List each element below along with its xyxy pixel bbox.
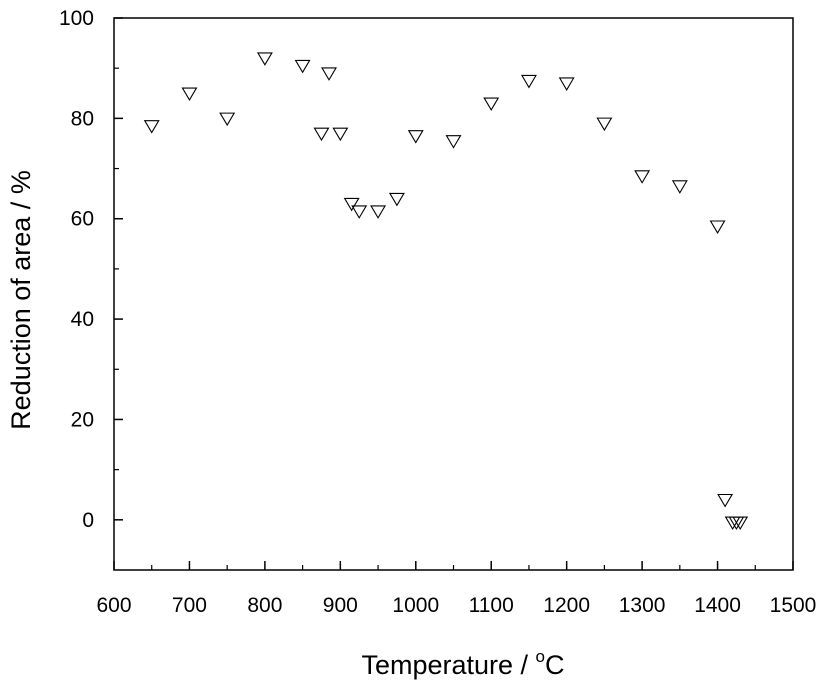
- data-point-marker: [445, 135, 462, 149]
- data-markers: [143, 52, 749, 531]
- data-point-marker: [732, 516, 749, 531]
- data-point-marker: [520, 74, 537, 89]
- data-point-marker: [407, 130, 424, 144]
- x-tick-label: 1300: [619, 594, 666, 617]
- y-tick-label: 100: [59, 7, 94, 30]
- x-tick-label: 1200: [543, 594, 590, 617]
- x-tick-label: 1400: [694, 594, 741, 617]
- data-point-marker: [351, 205, 368, 219]
- axis-ticks: [113, 17, 794, 570]
- data-point-marker: [313, 127, 330, 142]
- y-tick-label: 80: [71, 107, 94, 130]
- data-point-marker: [709, 220, 726, 234]
- data-point-marker: [181, 87, 198, 102]
- data-point-marker: [143, 120, 160, 134]
- x-tick-label: 1000: [392, 594, 439, 617]
- x-tick-label: 1500: [770, 594, 817, 617]
- tick-labels: 600 700 800 900 1000 1100 1200 1300 1400 1500 0 20 4…: [59, 7, 816, 617]
- data-point-marker: [634, 170, 651, 184]
- data-point-marker: [332, 127, 349, 142]
- data-point-marker: [321, 67, 337, 81]
- y-tick-label: 20: [71, 408, 94, 431]
- data-point-marker: [343, 197, 360, 212]
- x-tick-label: 900: [323, 594, 358, 617]
- data-point-marker: [219, 112, 236, 127]
- data-point-marker: [596, 117, 613, 132]
- x-tick-label: 800: [247, 594, 282, 617]
- data-point-marker: [256, 52, 273, 66]
- y-tick-label: 0: [82, 509, 94, 532]
- data-point-marker: [717, 493, 734, 508]
- data-point-marker: [370, 205, 387, 219]
- plot-frame: [113, 17, 794, 571]
- y-tick-label: 40: [71, 308, 94, 331]
- x-axis-title: Temperature / oC: [361, 647, 564, 680]
- x-tick-label: 1100: [469, 594, 514, 617]
- data-point-marker: [294, 59, 311, 74]
- data-point-marker: [388, 192, 405, 207]
- data-point-marker: [483, 97, 500, 112]
- x-tick-label: 600: [96, 594, 131, 617]
- data-point-marker: [558, 77, 575, 91]
- y-axis-title: Reduction of area / %: [6, 170, 36, 430]
- x-tick-label: 700: [172, 594, 207, 617]
- y-tick-label: 60: [71, 208, 94, 231]
- data-point-marker: [671, 180, 688, 194]
